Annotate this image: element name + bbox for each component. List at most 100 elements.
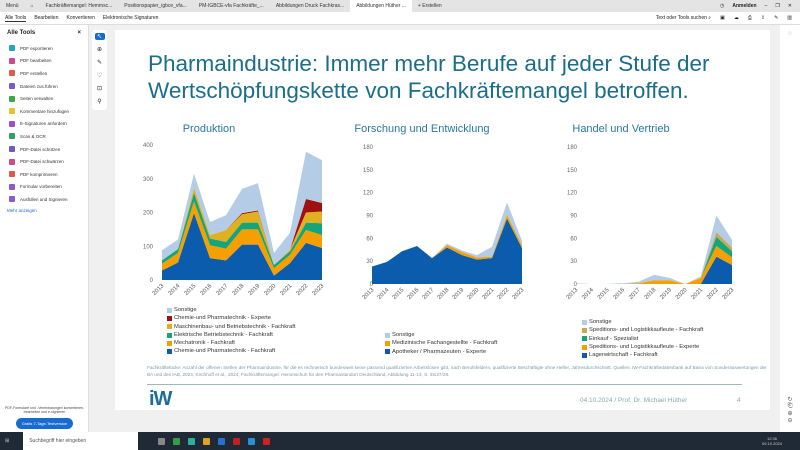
y-tick-label: 30 bbox=[570, 259, 577, 265]
tool-item[interactable]: PDF exportieren bbox=[0, 42, 88, 55]
menu-all-tools[interactable]: Alle Tools bbox=[5, 14, 27, 22]
tool-label: PDF exportieren bbox=[20, 45, 53, 51]
y-tick-label: 300 bbox=[143, 177, 154, 183]
tool-icon bbox=[9, 133, 15, 140]
tool-item[interactable]: E-Signaturen anfordern bbox=[0, 118, 88, 131]
legend-item: Elektrische Betriebstechnik - Fachkraft bbox=[167, 331, 295, 339]
document-tab[interactable]: Fachkräftemangel: Hemmsc... bbox=[45, 3, 113, 9]
zoom-in-icon[interactable]: ⊕ bbox=[787, 411, 793, 417]
home-icon[interactable]: ⌂ bbox=[30, 3, 34, 9]
legend-item: Einkauf - Spezialist bbox=[582, 335, 703, 343]
text-box-icon[interactable]: ⊡ bbox=[96, 86, 103, 92]
tool-item[interactable]: Seiten verwalten bbox=[0, 92, 88, 105]
legend-item: Sonstige bbox=[582, 318, 703, 326]
page-number: 4 bbox=[737, 397, 741, 404]
panel-icon[interactable]: ▥ bbox=[787, 15, 792, 21]
select-cursor-icon[interactable]: ↖ bbox=[94, 33, 105, 40]
chrome-icon[interactable] bbox=[203, 437, 211, 445]
shape-icon[interactable]: ♡ bbox=[96, 73, 103, 79]
close-button[interactable]: ✕ bbox=[787, 3, 792, 9]
legend-item: Speditions- und Logistikkaufleute - Expe… bbox=[582, 343, 703, 351]
tool-label: PDF-Datei schwärzen bbox=[20, 159, 64, 165]
tool-item[interactable]: PDF erstellen bbox=[0, 67, 88, 80]
minimize-button[interactable]: – bbox=[764, 3, 768, 9]
stamp-icon[interactable]: ⚲ bbox=[97, 99, 102, 105]
tool-icon bbox=[9, 83, 15, 90]
menu-edit[interactable]: Bearbeiten bbox=[34, 15, 59, 21]
chart-title-handel: Handel und Vertrieb bbox=[572, 123, 670, 135]
tool-label: Dateien zus.führen bbox=[20, 83, 58, 89]
tool-icon bbox=[9, 158, 15, 165]
pen-icon[interactable]: ✎ bbox=[96, 60, 103, 66]
legend-label: Sonstige bbox=[174, 307, 197, 313]
x-tick-label: 2016 bbox=[200, 283, 214, 297]
area-series-0 bbox=[576, 256, 732, 284]
menu-esign[interactable]: Elektronische Signaturen bbox=[102, 15, 159, 21]
zoom-out-icon[interactable]: ⊖ bbox=[787, 418, 793, 424]
new-tab-button[interactable]: + Erstellen bbox=[417, 3, 442, 9]
tool-item[interactable]: PDF-Datei schwärzen bbox=[0, 155, 88, 168]
tool-item[interactable]: Ausfüllen und Signieren bbox=[0, 193, 88, 206]
x-tick-label: 2015 bbox=[597, 287, 611, 301]
tool-item[interactable]: Dateien zus.führen bbox=[0, 80, 88, 93]
tool-label: Formular vorbereiten bbox=[20, 184, 62, 190]
x-tick-label: 2023 bbox=[512, 287, 526, 301]
x-tick-label: 2022 bbox=[706, 287, 720, 301]
tool-item[interactable]: Formular vorbereiten bbox=[0, 181, 88, 194]
taskbar-search[interactable]: Suchbegriff hier eingeben bbox=[23, 432, 139, 450]
legend-handel: Sonstige Speditions- und Logistikkaufleut… bbox=[582, 318, 703, 359]
close-panel-icon[interactable]: × bbox=[77, 30, 81, 36]
windows-start-icon[interactable]: ⊞ bbox=[5, 438, 10, 444]
sign-in-button[interactable]: Anmelden bbox=[732, 3, 757, 9]
show-more-link[interactable]: Mehr anzeigen bbox=[7, 207, 37, 213]
iw-logo: iW bbox=[149, 388, 172, 410]
page-icon[interactable]: ⎗ bbox=[787, 403, 793, 409]
menu-button[interactable]: Menü bbox=[6, 3, 19, 9]
legend-item: Lagerwirtschaft - Fachkraft bbox=[582, 351, 703, 359]
x-tick-label: 2017 bbox=[628, 287, 642, 301]
x-tick-label: 2020 bbox=[675, 287, 689, 301]
tool-item[interactable]: PDF-Datei schützen bbox=[0, 143, 88, 156]
upload-icon[interactable]: ☁ bbox=[733, 15, 739, 21]
tool-label: Kommentare hinzufügen bbox=[20, 108, 70, 114]
app-icon[interactable] bbox=[218, 437, 226, 445]
maximize-button[interactable]: ❐ bbox=[775, 3, 780, 9]
tool-item[interactable]: PDF komprimieren bbox=[0, 168, 88, 181]
tool-item[interactable]: PDF bearbeiten bbox=[0, 55, 88, 68]
search-icon: ⌕ bbox=[708, 15, 712, 21]
toolbar-icon[interactable]: ▣ bbox=[720, 15, 725, 21]
edge-icon[interactable] bbox=[188, 437, 196, 445]
document-tab[interactable]: Abbildungen Druck Fachkras... bbox=[275, 3, 345, 9]
tool-icon bbox=[9, 183, 15, 190]
tool-search[interactable]: Text oder Tools suchen ⌕ bbox=[656, 15, 711, 21]
document-tab-active[interactable]: Abbildungen Hüther ... bbox=[350, 0, 412, 12]
free-trial-button[interactable]: Gratis 7-Tage-Testversion bbox=[15, 418, 74, 429]
task-view-icon[interactable] bbox=[158, 437, 166, 445]
app-icon[interactable] bbox=[173, 437, 181, 445]
x-tick-label: 2014 bbox=[168, 283, 182, 297]
tool-label: Ausfüllen und Signieren bbox=[20, 196, 68, 202]
legend-swatch bbox=[167, 349, 172, 355]
acrobat-icon[interactable] bbox=[263, 437, 271, 445]
x-tick-label: 2020 bbox=[264, 283, 278, 297]
print-icon[interactable]: ⎙ bbox=[747, 15, 752, 21]
share-icon[interactable]: ⇪ bbox=[760, 15, 766, 21]
legend-item: Sonstige bbox=[385, 331, 497, 339]
help-icon[interactable]: ◷ bbox=[719, 3, 725, 9]
menu-convert[interactable]: Konvertieren bbox=[66, 15, 95, 21]
legend-label: Chemie-und Pharmatechnik - Fachkraft bbox=[174, 348, 276, 355]
tool-item[interactable]: Scan & OCR bbox=[0, 130, 88, 143]
legend-swatch bbox=[582, 352, 587, 358]
pen-icon[interactable]: ✎ bbox=[774, 15, 779, 21]
outlook-icon[interactable] bbox=[248, 437, 256, 445]
document-tab[interactable]: Positionspapier_igbce_vfa... bbox=[124, 3, 187, 9]
comment-icon[interactable]: ⊕ bbox=[96, 47, 103, 53]
legend-label: Elektrische Betriebstechnik - Fachkraft bbox=[174, 331, 273, 338]
app-icon[interactable] bbox=[233, 437, 241, 445]
document-tab[interactable]: PM-IGBCE-vfa Fachkräfte_... bbox=[198, 3, 264, 9]
tool-item[interactable]: Kommentare hinzufügen bbox=[0, 105, 88, 118]
legend-label: Einkauf - Spezialist bbox=[589, 335, 639, 342]
comments-icon[interactable]: ◌ bbox=[788, 31, 792, 37]
rotate-icon[interactable]: ↻ bbox=[787, 397, 793, 403]
